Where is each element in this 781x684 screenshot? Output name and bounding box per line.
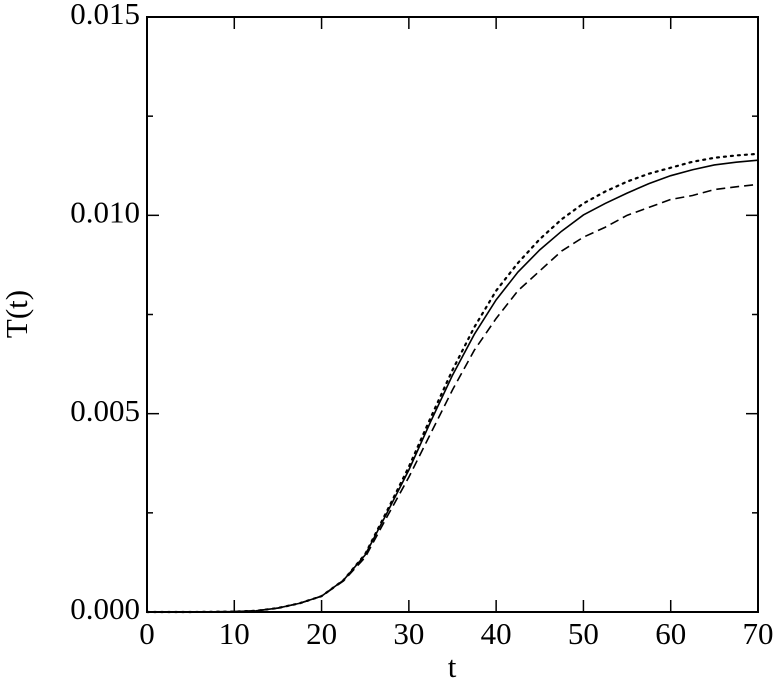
x-tick-label: 40 <box>481 616 512 651</box>
y-tick-label: 0.000 <box>70 591 140 626</box>
x-tick-label: 70 <box>743 616 774 651</box>
y-tick-label: 0.005 <box>70 393 140 428</box>
y-axis-label: T(t) <box>0 290 34 338</box>
line-series <box>147 159 759 613</box>
x-tick-label: 60 <box>655 616 686 651</box>
x-axis-label: t <box>448 649 457 684</box>
plot-frame <box>146 16 759 613</box>
x-tick-label: 20 <box>306 616 337 651</box>
x-tick-label: 0 <box>139 616 155 651</box>
x-tick-label: 30 <box>393 616 424 651</box>
y-tick-label: 0.015 <box>70 0 140 31</box>
x-tick-label: 10 <box>219 616 250 651</box>
line-series <box>147 183 759 613</box>
x-tick-label: 50 <box>568 616 599 651</box>
y-tick-label: 0.010 <box>70 194 140 229</box>
line-series <box>145 152 760 614</box>
